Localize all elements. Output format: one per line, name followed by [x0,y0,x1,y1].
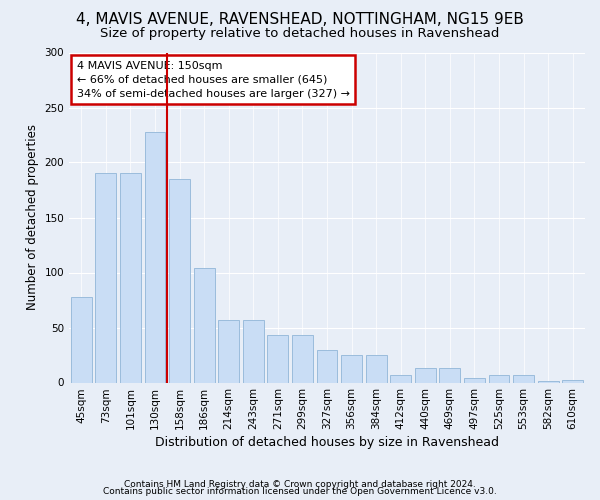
Bar [488,375,509,382]
Bar [439,368,460,382]
Bar [464,378,485,382]
Bar [71,296,92,382]
Text: Contains public sector information licensed under the Open Government Licence v3: Contains public sector information licen… [103,487,497,496]
Bar [120,174,141,382]
Text: Contains HM Land Registry data © Crown copyright and database right 2024.: Contains HM Land Registry data © Crown c… [124,480,476,489]
Bar [145,132,166,382]
Text: 4, MAVIS AVENUE, RAVENSHEAD, NOTTINGHAM, NG15 9EB: 4, MAVIS AVENUE, RAVENSHEAD, NOTTINGHAM,… [76,12,524,28]
Y-axis label: Number of detached properties: Number of detached properties [26,124,39,310]
Text: 4 MAVIS AVENUE: 150sqm
← 66% of detached houses are smaller (645)
34% of semi-de: 4 MAVIS AVENUE: 150sqm ← 66% of detached… [77,60,350,99]
Bar [513,375,534,382]
Bar [95,174,116,382]
Bar [243,320,264,382]
Bar [268,335,289,382]
Bar [341,355,362,382]
X-axis label: Distribution of detached houses by size in Ravenshead: Distribution of detached houses by size … [155,436,499,450]
Text: Size of property relative to detached houses in Ravenshead: Size of property relative to detached ho… [100,28,500,40]
Bar [562,380,583,382]
Bar [365,355,386,382]
Bar [218,320,239,382]
Bar [169,179,190,382]
Bar [194,268,215,382]
Bar [415,368,436,382]
Bar [390,375,411,382]
Bar [317,350,337,382]
Bar [292,335,313,382]
